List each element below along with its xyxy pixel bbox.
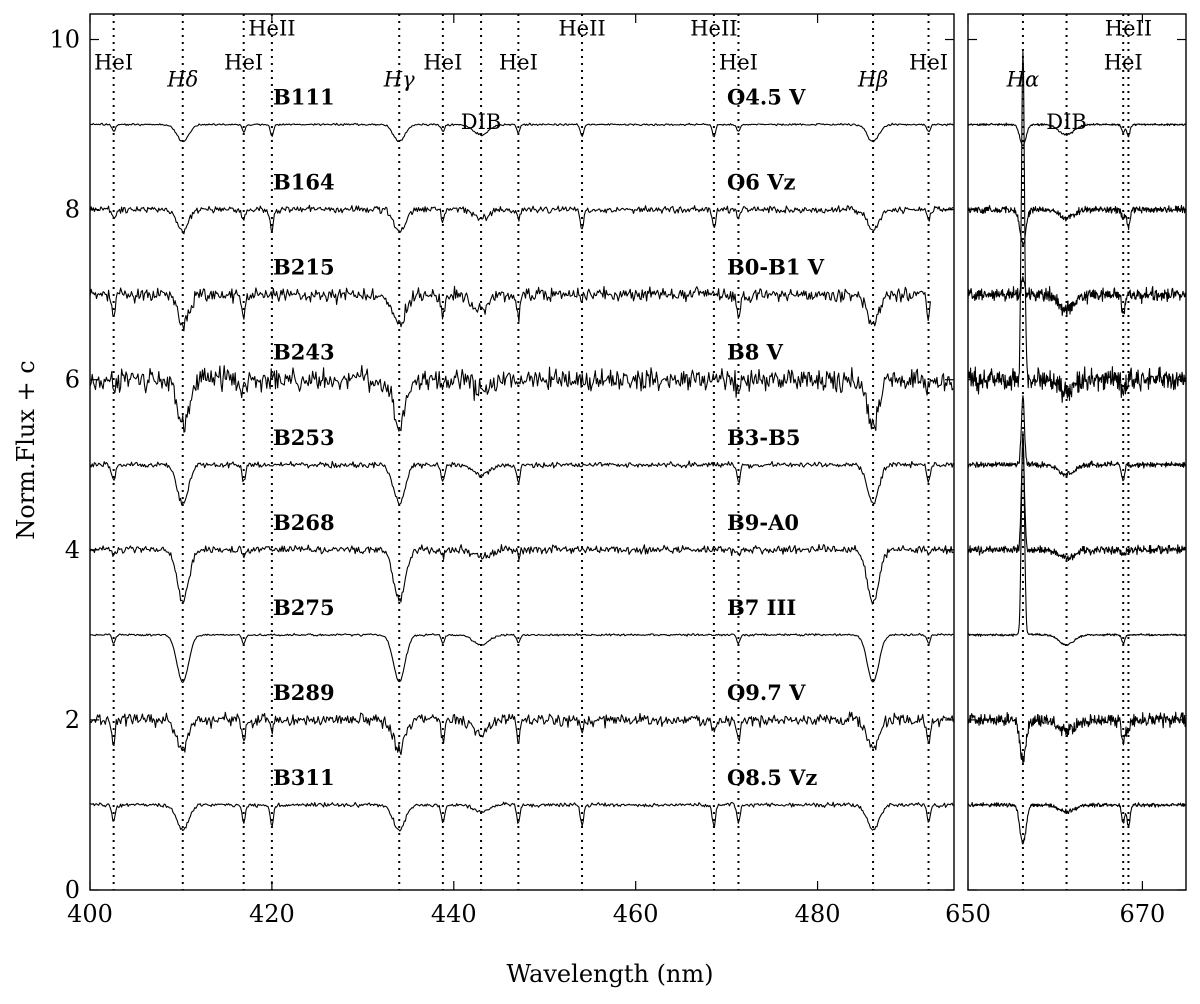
spectrum-b215-red [967, 276, 1187, 316]
star-name-b111: B111 [273, 85, 335, 110]
spectrum-b289-red [967, 711, 1187, 764]
spectral-line-labels: HeI Hδ HeI HeII Hγ HeI DIB HeI HeII HeII HeI Hβ HeI H… [94, 16, 1152, 134]
spectrum-b275-blue [89, 632, 954, 684]
spectrum-b253-blue [89, 460, 954, 506]
line-label-hei: HeI [94, 50, 133, 74]
line-label-hei: HeI [719, 50, 758, 74]
line-label-heii: HeII [248, 16, 295, 40]
x-tick-label: 400 [67, 900, 113, 928]
spectrum-b243-blue [89, 364, 954, 433]
spectral-type-b253: B3-B5 [727, 425, 800, 450]
spectral-type-b243: B8 V [727, 340, 784, 365]
x-tick-label: 480 [795, 900, 841, 928]
line-label-heii: HeII [690, 16, 737, 40]
spectrum-b111-red [967, 122, 1187, 147]
red-panel: 650 670 [945, 13, 1187, 928]
line-label-hα: Hα [1006, 67, 1040, 91]
spectrum-b164-red [967, 204, 1187, 246]
spectral-type-b164: O6 Vz [727, 170, 796, 195]
spectral-type-b268: B9-A0 [727, 510, 799, 535]
spectrum-b164-blue [89, 204, 954, 235]
spectrum-b243-red [967, 50, 1187, 403]
blue-panel: 400 420 440 460 480 0 2 4 6 8 10 [49, 13, 955, 928]
spectral-type-b275: B7 III [727, 595, 796, 620]
x-tick-label: 420 [249, 900, 295, 928]
line-label-hei: HeI [1104, 50, 1143, 74]
x-axis-title: Wavelength (nm) [506, 960, 713, 988]
spectrum-b311-blue [89, 801, 954, 832]
star-name-b243: B243 [273, 340, 335, 365]
spectral-type-b215: B0-B1 V [727, 255, 825, 280]
spectrum-b253-red [967, 395, 1187, 482]
spectrum-b289-blue [89, 711, 954, 756]
line-label-hγ: Hγ [383, 67, 415, 91]
y-tick-label: 4 [65, 536, 80, 564]
star-labels: B111 O4.5 V B164 O6 Vz B215 B0-B1 V B243 B8 V B2… [273, 85, 825, 790]
star-name-b311: B311 [273, 765, 335, 790]
spectral-type-b311: O8.5 Vz [727, 765, 817, 790]
star-name-b215: B215 [273, 255, 335, 280]
star-name-b275: B275 [273, 595, 335, 620]
line-label-heii: HeII [558, 16, 605, 40]
y-tick-label: 10 [49, 26, 80, 54]
blue-panel-frame [89, 13, 955, 891]
line-label-dib: DIB [1046, 110, 1087, 134]
star-name-b164: B164 [273, 170, 335, 195]
spectrum-b275-red [967, 430, 1186, 646]
x-tick-label: 670 [1119, 900, 1165, 928]
spectrum-b268-red [967, 447, 1187, 562]
line-label-hei: HeI [499, 50, 538, 74]
star-name-b289: B289 [273, 680, 335, 705]
x-tick-label: 650 [945, 900, 991, 928]
line-label-dib: DIB [461, 110, 502, 134]
y-axis-title: Norm.Flux + c [12, 360, 40, 539]
y-tick-label: 8 [65, 196, 80, 224]
spectrum-b268-blue [89, 544, 954, 605]
line-label-hβ: Hβ [857, 67, 888, 91]
spectral-type-b111: O4.5 V [727, 85, 806, 110]
line-label-hei: HeI [224, 50, 263, 74]
spectrum-b111-blue [89, 122, 954, 143]
x-tick-label: 440 [431, 900, 477, 928]
x-tick-label: 460 [613, 900, 659, 928]
star-name-b253: B253 [273, 425, 335, 450]
line-label-hei: HeI [423, 50, 462, 74]
spectral-type-b289: O9.7 V [727, 680, 806, 705]
star-name-b268: B268 [273, 510, 335, 535]
line-label-heii: HeII [1105, 16, 1152, 40]
spectrum-b215-blue [89, 285, 931, 332]
y-tick-label: 6 [65, 366, 80, 394]
line-label-hδ: Hδ [166, 67, 198, 91]
y-tick-label: 0 [65, 876, 80, 904]
line-label-hei: HeI [909, 50, 948, 74]
red-panel-frame [967, 13, 1187, 891]
y-tick-label: 2 [65, 706, 80, 734]
spectrum-b311-red [967, 801, 1187, 845]
